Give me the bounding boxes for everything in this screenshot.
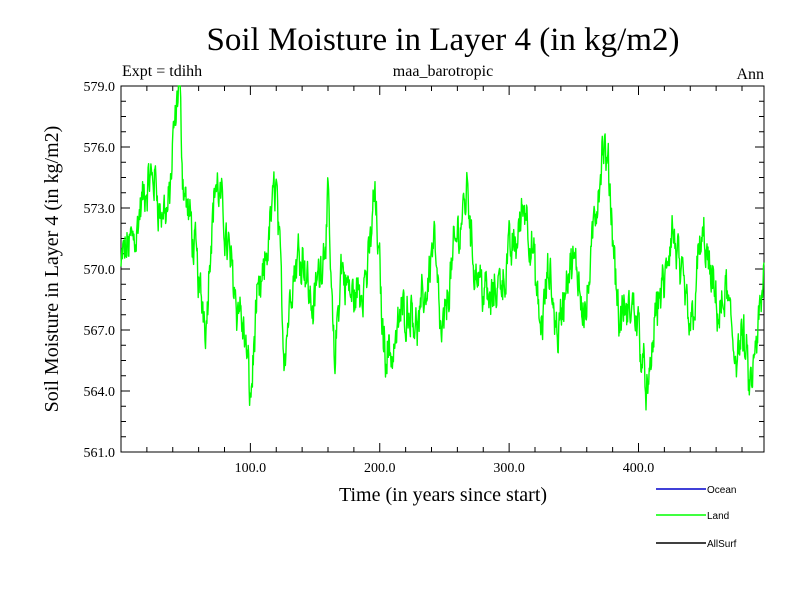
run-name-label: maa_barotropic: [393, 63, 493, 80]
y-tick-label: 573.0: [84, 202, 116, 217]
plot-area: 100.0 200.0 300.0 400.0 561.0 564.0 567.0 570.…: [84, 80, 765, 476]
legend: Ocean Land AllSurf: [656, 485, 737, 550]
plot-frame: [120, 85, 765, 453]
y-tick-label: 567.0: [84, 324, 116, 339]
y-tick-label: 564.0: [84, 385, 116, 400]
y-tick-label: 579.0: [84, 80, 116, 95]
legend-label-allsurf: AllSurf: [707, 539, 737, 550]
x-tick-label: 100.0: [235, 461, 267, 476]
y-tick-label: 576.0: [84, 141, 116, 156]
x-tick-label: 200.0: [364, 461, 396, 476]
y-axis: 561.0 564.0 567.0 570.0 573.0 576.0 579.0: [84, 80, 764, 461]
x-axis: 100.0 200.0 300.0 400.0: [146, 86, 743, 476]
legend-label-land: Land: [707, 511, 729, 522]
y-tick-label: 570.0: [84, 263, 116, 278]
y-tick-label: 561.0: [84, 446, 116, 461]
x-axis-label: Time (in years since start): [339, 484, 547, 506]
x-tick-label: 400.0: [623, 461, 655, 476]
experiment-label: Expt = tdihh: [122, 63, 202, 80]
x-tick-label: 300.0: [493, 461, 525, 476]
y-axis-label: Soil Moisture in Layer 4 (in kg/m2): [41, 126, 63, 413]
chart-title: Soil Moisture in Layer 4 (in kg/m2): [207, 22, 680, 58]
legend-label-ocean: Ocean: [707, 485, 736, 496]
land-series-line: [120, 85, 765, 411]
season-label: Ann: [736, 66, 764, 83]
